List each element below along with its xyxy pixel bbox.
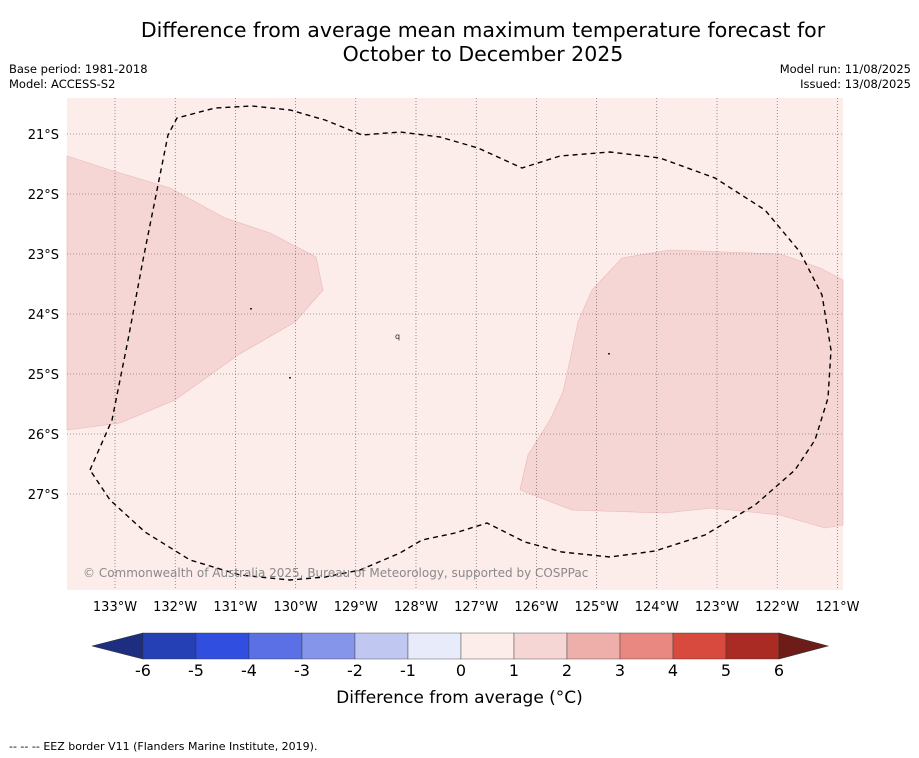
longitude-tick-label: 126°W [514,600,558,615]
colorbar-tick-label: -3 [294,661,310,680]
longitude-tick-label: 132°W [153,600,197,615]
colorbar-tick-label: 1 [509,661,519,680]
longitude-tick-label: 133°W [93,600,137,615]
colorbar-tick-label: 5 [721,661,731,680]
latitude-tick-label: 23°S [28,248,59,263]
title-line-1: Difference from average mean maximum tem… [140,18,826,42]
colorbar-label-text: Difference from average (°C) [336,688,583,708]
colorbar-segment [725,632,780,660]
colorbar-extend-low [91,632,144,660]
island-marker [250,308,252,310]
island-marker [289,377,291,379]
longitude-tick-label: 127°W [454,600,498,615]
model-name: Model: ACCESS-S2 [9,77,116,91]
colorbar-segment [619,632,674,660]
colorbar-tick-label: 4 [668,661,678,680]
longitude-tick-label: 125°W [575,600,619,615]
longitude-tick-label: 121°W [815,600,859,615]
longitude-tick-label: 123°W [695,600,739,615]
footer-legend: -- -- -- EEZ border V11 (Flanders Marine… [9,740,317,753]
longitude-tick-label: 130°W [274,600,318,615]
eez-border [89,105,832,581]
latitude-labels: 21°S 22°S 23°S 24°S 25°S 26°S 27°S [28,128,59,503]
colorbar-segment [354,632,409,660]
latitude-tick-label: 27°S [28,488,59,503]
colorbar-segment [460,632,515,660]
latitude-tick-label: 21°S [28,128,59,143]
colorbar-tick-label: -5 [188,661,204,680]
map-title: Difference from average mean maximum tem… [0,18,919,66]
latitude-tick-label: 24°S [28,308,59,323]
latitude-tick-label: 22°S [28,188,59,203]
colorbar-segment [513,632,568,660]
title-line-2: October to December 2025 [342,42,624,66]
colorbar-segment [195,632,250,660]
colorbar-tick-label: -4 [241,661,257,680]
longitude-tick-label: 129°W [334,600,378,615]
colorbar-tick-label: -6 [135,661,151,680]
copyright-text: © Commonwealth of Australia 2025, Bureau… [83,566,588,580]
eez-legend-dash: -- -- -- [9,740,40,753]
issued-date: Issued: 13/08/2025 [800,77,911,91]
longitude-tick-label: 131°W [213,600,257,615]
colorbar [91,632,830,660]
eez-legend-text: EEZ border V11 (Flanders Marine Institut… [43,740,318,753]
latitude-tick-label: 25°S [28,368,59,383]
colorbar-segment [301,632,356,660]
island-marker [608,353,610,355]
colorbar-label: Difference from average (°C) [0,688,919,708]
anomaly-patch-east [519,249,844,529]
colorbar-segment [672,632,727,660]
longitude-labels: 133°W 132°W 131°W 130°W 129°W 128°W 127°W 126°W… [93,600,860,615]
colorbar-tick-label: 0 [456,661,466,680]
colorbar-segment [248,632,303,660]
colorbar-tick-label: -2 [347,661,363,680]
map-gridlines [67,98,843,590]
colorbar-segment [566,632,621,660]
colorbar-tick-label: 6 [774,661,784,680]
longitude-tick-label: 122°W [755,600,799,615]
longitude-tick-label: 128°W [394,600,438,615]
colorbar-segment [407,632,462,660]
colorbar-segment [142,632,197,660]
anomaly-patch-west [66,155,324,431]
island-label: q [395,332,400,341]
colorbar-tick-label: -1 [400,661,416,680]
latitude-tick-label: 26°S [28,428,59,443]
colorbar-tick-label: 3 [615,661,625,680]
colorbar-tick-label: 2 [562,661,572,680]
colorbar-extend-high [778,632,830,660]
colorbar-tick-labels: -6 -5 -4 -3 -2 -1 0 1 2 3 4 5 6 [135,661,784,680]
meta-left: Base period: 1981-2018 Model: ACCESS-S2 [9,62,148,92]
meta-right: Model run: 11/08/2025 Issued: 13/08/2025 [780,62,911,92]
base-period: Base period: 1981-2018 [9,62,148,76]
model-run: Model run: 11/08/2025 [779,62,911,76]
longitude-tick-label: 124°W [635,600,679,615]
